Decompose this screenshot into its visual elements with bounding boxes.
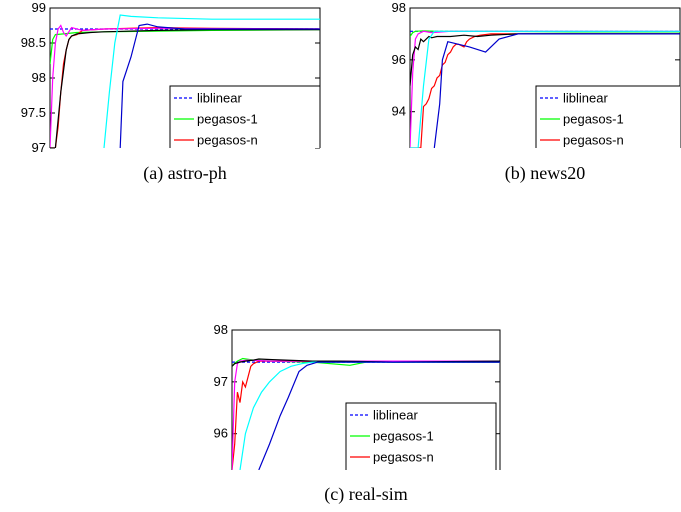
legend-label: pegasos-n (197, 133, 258, 148)
y-tick-label: 97 (214, 374, 228, 389)
y-tick-label: 98.5 (21, 35, 46, 50)
y-tick-label: 96 (392, 52, 406, 67)
series-line-pegasos-1 (50, 29, 320, 65)
subplot-0: 97 97.5 98 98.5 99 liblinear pegasos-1 pegasos-… (21, 0, 321, 184)
subplot-caption: (b) news20 (505, 163, 585, 184)
series-line-black (232, 358, 500, 367)
series-group (232, 357, 500, 470)
series-group (410, 30, 680, 148)
series-line-black (410, 33, 680, 86)
subplot-caption: (a) astro-ph (143, 163, 226, 184)
subplot-2: 969798liblinearpegasos-1pegasos-na_bmrm(… (214, 322, 501, 505)
y-tick-label: 98 (214, 322, 228, 337)
legend-box (345, 402, 497, 470)
axes-frame (409, 7, 681, 148)
series-line-cyan (103, 14, 320, 148)
y-tick-label: 97 (32, 140, 46, 155)
legend-label: liblinear (373, 408, 418, 423)
series-line-blue (119, 23, 320, 148)
y-tick-label: 97.5 (21, 105, 46, 120)
legend-box (169, 85, 320, 148)
axes-frame (231, 329, 501, 470)
subplot-caption: (c) real-sim (324, 484, 407, 505)
legend-label: pegasos-1 (563, 112, 624, 127)
y-tick-label: 96 (214, 426, 228, 441)
series-line-magenta (50, 24, 320, 148)
legend-box (535, 85, 680, 148)
series-line-blue (433, 33, 680, 148)
subplot-1: 949698liblinearpegasos-1pegasos-na_bmrm(… (392, 0, 681, 184)
legend-label: liblinear (563, 91, 608, 106)
series-line-cyan (410, 30, 680, 148)
series-line-black (50, 29, 320, 148)
series-line-blue (258, 361, 500, 470)
legend-label: pegasos-1 (373, 429, 434, 444)
legend-label: pegasos-n (373, 450, 434, 465)
y-tick-label: 98 (32, 70, 46, 85)
y-tick-label: 98 (392, 0, 406, 15)
legend-label: pegasos-1 (197, 112, 258, 127)
series-group (50, 14, 320, 148)
y-tick-label: 94 (392, 104, 406, 119)
series-line-pegasos-n (410, 33, 680, 148)
legend-label: pegasos-n (563, 133, 624, 148)
legend-label: liblinear (197, 91, 242, 106)
y-tick-label: 99 (32, 0, 46, 15)
